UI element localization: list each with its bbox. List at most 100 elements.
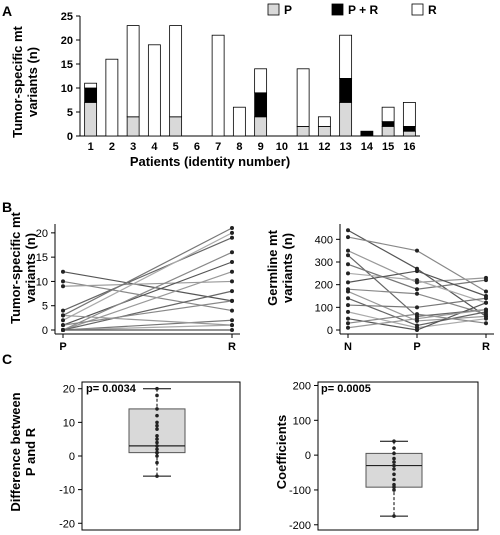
data-point [230, 328, 234, 332]
data-point [230, 235, 234, 240]
data-point [484, 289, 488, 294]
bar-segment-p [296, 126, 310, 137]
data-point [392, 463, 396, 468]
data-point [415, 248, 419, 253]
bar-segment-r [402, 102, 416, 127]
data-point [230, 298, 234, 303]
panel-b-left-line-chart: 0 5 10 15 20 P R Tumor-specific mt variants (n… [8, 211, 240, 353]
x-tick-label: 13 [340, 141, 352, 153]
y-tick-label: -100 [289, 485, 311, 497]
y-axis-title-line2: variants (n) [280, 233, 295, 303]
series-line [62, 261, 233, 326]
data-point [484, 316, 488, 321]
panel-b-right-line-chart: 0 100 200 300 400 N P R Germline mt variants (n… [265, 224, 494, 353]
series-line [62, 300, 233, 326]
y-axis-title-line1: Tumor-specific mt [8, 211, 23, 323]
x-tick-label: 4 [151, 141, 158, 153]
x-tick-label: R [482, 341, 490, 353]
bar-segment-p [339, 102, 353, 137]
axes: 0 100 200 300 400 N P R [315, 224, 494, 353]
series-line [62, 324, 233, 331]
panel-label-a: A [2, 3, 12, 19]
p-value-annotation: p= 0.0005 [321, 383, 371, 395]
box-plot: -20 -10 0 10 20 [59, 381, 241, 531]
data-point [61, 284, 65, 289]
data-point [155, 437, 159, 441]
x-tick-label: N [344, 341, 352, 353]
series-line [62, 319, 233, 331]
data-point [415, 316, 419, 321]
bar-segment-r [105, 58, 119, 137]
series-line [62, 232, 233, 321]
data-point [392, 514, 396, 518]
y-axis-title-line1: Tumor-specific mt [10, 25, 25, 137]
bar-segment-r [339, 34, 353, 79]
series-line [62, 314, 233, 326]
series-line [62, 237, 233, 312]
data-point [346, 271, 350, 276]
bar-segment-r [126, 25, 140, 118]
data-point [346, 309, 350, 314]
data-point [230, 226, 234, 230]
series-line [62, 271, 233, 331]
data-point [484, 296, 488, 301]
y-tick-label: 10 [63, 417, 75, 429]
data-point [415, 328, 419, 332]
series-lines [61, 226, 234, 332]
y-tick-label: 15 [61, 59, 73, 71]
data-point [346, 321, 350, 326]
y-tick-label: 25 [61, 11, 73, 23]
data-point [155, 420, 159, 425]
x-tick-label: 6 [194, 141, 200, 153]
legend-swatch [411, 3, 424, 16]
y-axis-title-line1: Germline mt [265, 229, 280, 306]
data-point [484, 278, 488, 283]
y-tick-label: -10 [59, 485, 75, 497]
data-point [230, 318, 234, 323]
x-tick-label: 9 [258, 141, 264, 153]
series-line [62, 280, 233, 287]
x-tick-label: 5 [173, 141, 179, 153]
y-axis-title-line2: variants (n) [25, 47, 40, 117]
data-point [346, 289, 350, 294]
data-point [415, 287, 419, 292]
y-tick-label: 200 [293, 380, 311, 392]
data-point [230, 289, 234, 294]
panel-c-right-box-plot: -200 -100 0 100 200 p= 0.0005 Coefficients [274, 380, 479, 532]
data-point [484, 300, 488, 305]
series-line [62, 251, 233, 331]
bar-segment-p [254, 116, 268, 137]
data-point [61, 318, 65, 323]
bar-segment-r [317, 116, 331, 127]
data-point [415, 312, 419, 317]
data-point [392, 485, 396, 489]
bar-segment-p [84, 102, 98, 137]
y-tick-label: 0 [327, 325, 333, 337]
y-tick-label: 20 [61, 35, 73, 47]
data-point [155, 444, 159, 448]
data-point [155, 423, 159, 428]
x-tick-label: 7 [215, 141, 221, 153]
bar-segment-p [317, 126, 331, 137]
data-point [415, 269, 419, 274]
y-tick-label: 100 [293, 415, 311, 427]
data-point [230, 230, 234, 235]
bar-segment-p-plus-r [360, 130, 374, 137]
legend-entry: P + R [348, 3, 378, 17]
bar-segment-p-plus-r [84, 87, 98, 103]
data-point [392, 446, 396, 450]
legend-swatch [267, 3, 280, 16]
data-point [61, 269, 65, 274]
data-point [346, 253, 350, 258]
y-tick-label: 5 [42, 301, 48, 313]
series-line [62, 280, 233, 312]
series-line [347, 250, 487, 284]
data-point [155, 386, 159, 391]
x-tick-label: 3 [130, 141, 136, 153]
data-point [392, 488, 396, 492]
data-point [346, 316, 350, 321]
bar-segment-p-plus-r [381, 121, 395, 127]
data-point [230, 308, 234, 313]
